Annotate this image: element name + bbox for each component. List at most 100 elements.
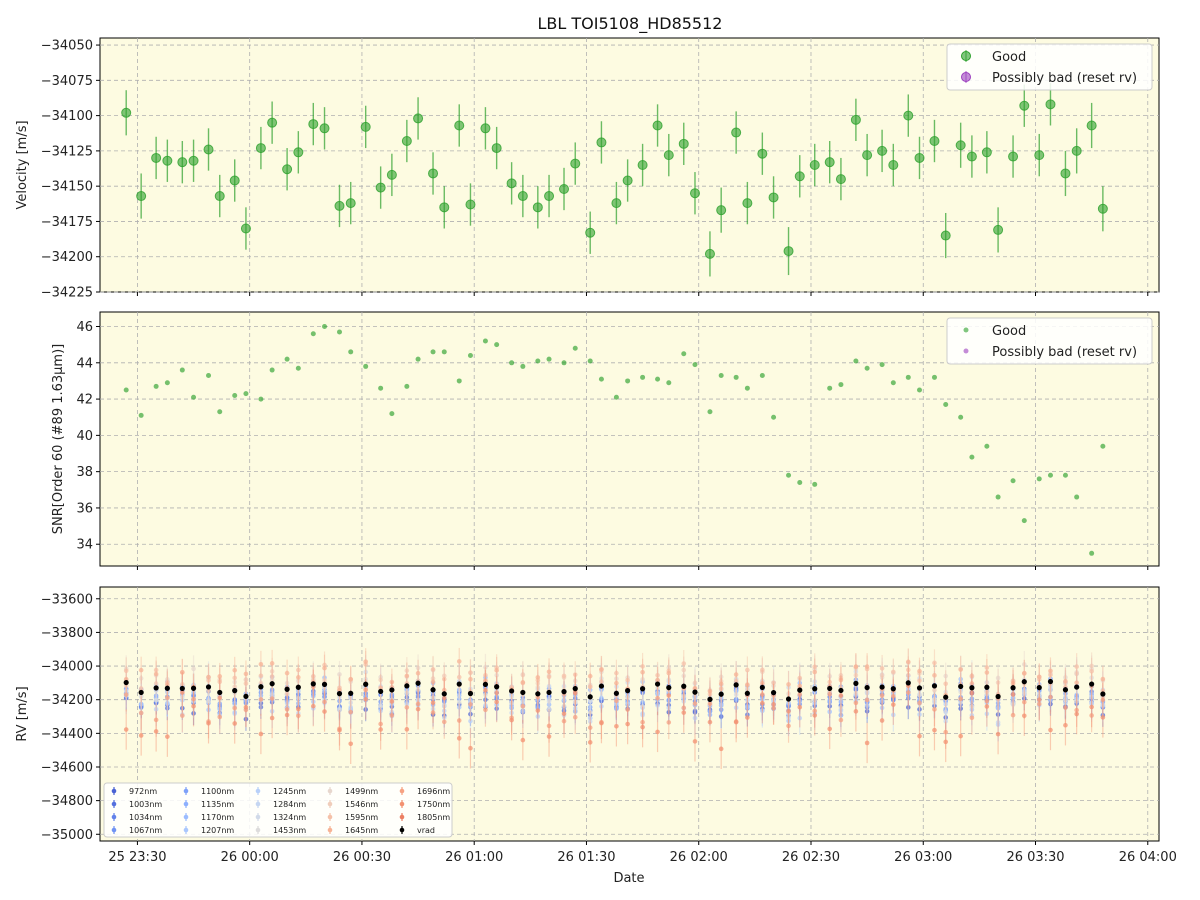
- vrad-point: [441, 691, 447, 697]
- velocity-point: [877, 145, 888, 156]
- vrad-point: [217, 689, 223, 696]
- band-point: [666, 677, 672, 683]
- vrad-point: [639, 686, 646, 692]
- band-point: [1048, 672, 1053, 678]
- band-point: [378, 703, 383, 709]
- band-point: [494, 699, 499, 705]
- velocity-y-axis-label: Velocity [m/s]: [15, 120, 30, 209]
- band-point: [1100, 697, 1106, 703]
- band-point: [441, 695, 447, 701]
- vrad-point: [995, 693, 1001, 700]
- band-point: [441, 673, 447, 679]
- band-point: [599, 720, 604, 726]
- vrad-point: [415, 680, 421, 686]
- band-point: [587, 698, 593, 704]
- band-point: [1063, 678, 1068, 684]
- band-point: [745, 667, 750, 673]
- band-point: [1021, 713, 1027, 719]
- band-point: [284, 670, 290, 676]
- band-point: [378, 677, 383, 683]
- snr-point: [363, 363, 369, 369]
- band-point: [232, 675, 238, 681]
- band-point: [692, 685, 698, 691]
- y-tick-label: −34175: [41, 215, 93, 230]
- band-point: [1063, 705, 1068, 710]
- band-point: [138, 701, 144, 707]
- band-point: [430, 706, 436, 712]
- y-tick-label: −34200: [41, 693, 93, 708]
- band-point: [153, 717, 159, 723]
- band-point: [838, 693, 844, 698]
- band-point: [932, 660, 937, 666]
- vrad-point: [430, 687, 436, 693]
- snr-point: [179, 367, 185, 373]
- snr-point: [931, 374, 937, 380]
- vrad-point: [284, 686, 290, 692]
- band-point: [363, 707, 368, 712]
- band-point: [707, 712, 713, 718]
- snr-point: [1021, 518, 1027, 524]
- velocity-point: [1071, 145, 1082, 156]
- y-tick-label: −34150: [41, 180, 93, 195]
- snr-point: [389, 411, 395, 417]
- velocity-marks: [121, 83, 1108, 277]
- rv-panel: −35000 −34800 −34600 −34400 −34200 −34000 −338…: [15, 586, 1177, 865]
- band-legend-marker: [111, 801, 117, 807]
- band-point: [1048, 694, 1053, 700]
- band-point: [853, 690, 859, 696]
- velocity-point: [794, 171, 805, 182]
- band-point: [561, 703, 567, 709]
- velocity-point: [360, 121, 371, 132]
- band-point: [389, 699, 395, 704]
- band-point: [838, 713, 844, 718]
- snr-point: [206, 373, 212, 378]
- band-point: [191, 690, 196, 695]
- band-point: [456, 700, 462, 705]
- band-point: [561, 697, 567, 703]
- band-point: [905, 705, 911, 710]
- band-point: [771, 680, 776, 686]
- velocity-point: [121, 107, 132, 118]
- band-point: [123, 688, 129, 694]
- band-point: [587, 715, 593, 721]
- snr-point: [1010, 478, 1016, 484]
- snr-point: [243, 391, 249, 397]
- band-point: [969, 690, 975, 696]
- band-point: [1100, 703, 1106, 708]
- y-tick-label: −33600: [41, 592, 93, 607]
- band-legend-marker: [327, 801, 333, 807]
- band-point: [180, 690, 185, 695]
- band-point: [468, 745, 473, 751]
- band-point: [138, 667, 144, 673]
- band-point: [322, 677, 327, 683]
- band-point: [812, 713, 818, 718]
- band-point: [296, 713, 301, 719]
- band-point: [348, 700, 354, 706]
- band-point: [1010, 695, 1016, 700]
- band-point: [932, 703, 937, 709]
- snr-point: [123, 387, 129, 393]
- vrad-point: [1062, 687, 1069, 693]
- band-point: [483, 687, 488, 693]
- band-point: [587, 684, 593, 690]
- band-legend-label: 1284nm: [273, 800, 306, 809]
- velocity-point: [768, 192, 779, 203]
- band-point: [786, 682, 791, 687]
- snr-point: [482, 338, 488, 344]
- velocity-point: [835, 174, 846, 185]
- band-point: [587, 725, 593, 730]
- band-point: [180, 705, 185, 711]
- band-point: [614, 684, 619, 690]
- y-tick-label: −34075: [41, 74, 93, 89]
- band-point: [958, 676, 963, 682]
- band-point: [258, 731, 264, 737]
- band-point: [681, 705, 687, 711]
- vrad-point: [363, 681, 369, 687]
- y-tick-label: −35000: [41, 828, 93, 843]
- vrad-point: [572, 686, 578, 692]
- band-point: [587, 704, 593, 710]
- band-point: [322, 699, 327, 705]
- band-point: [494, 706, 499, 711]
- band-legend-marker: [255, 827, 261, 833]
- y-tick-label: 42: [76, 393, 93, 408]
